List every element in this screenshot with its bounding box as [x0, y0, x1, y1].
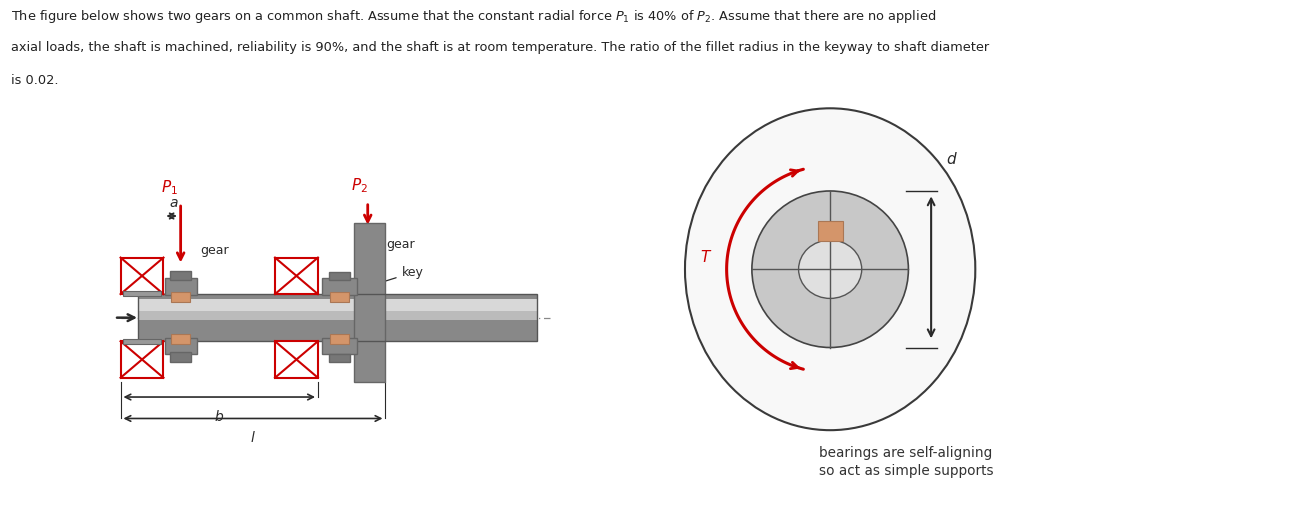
Bar	[164, 338, 197, 354]
Text: $T$: $T$	[700, 248, 712, 265]
Bar	[322, 278, 356, 295]
Bar	[171, 271, 191, 280]
Text: gear: gear	[200, 244, 229, 257]
Bar	[330, 334, 350, 344]
Bar	[355, 224, 385, 382]
Bar	[171, 352, 191, 362]
Text: gear: gear	[386, 238, 415, 251]
Text: $d$: $d$	[946, 151, 958, 168]
Ellipse shape	[799, 240, 862, 298]
Bar	[171, 293, 191, 302]
Bar	[275, 258, 318, 294]
Text: $l$: $l$	[250, 430, 256, 446]
Bar	[275, 341, 318, 378]
Ellipse shape	[685, 108, 975, 430]
Bar	[138, 294, 536, 341]
Bar	[330, 293, 350, 302]
Text: $P_1$: $P_1$	[162, 178, 179, 197]
Text: $a$: $a$	[170, 196, 179, 210]
Bar	[164, 278, 197, 295]
Text: axial loads, the shaft is machined, reliability is 90%, and the shaft is at room: axial loads, the shaft is machined, reli…	[11, 41, 988, 54]
Bar	[121, 341, 163, 378]
Bar	[122, 339, 162, 344]
Bar	[322, 338, 356, 354]
Bar	[121, 258, 163, 294]
Text: The figure below shows two gears on a common shaft. Assume that the constant rad: The figure below shows two gears on a co…	[11, 8, 936, 24]
Circle shape	[752, 191, 908, 347]
Bar	[817, 221, 842, 241]
Text: bearings are self-aligning
so act as simple supports: bearings are self-aligning so act as sim…	[819, 446, 993, 479]
Bar	[328, 272, 350, 280]
Bar	[328, 354, 350, 362]
Text: is 0.02.: is 0.02.	[11, 74, 58, 87]
Text: key: key	[367, 266, 423, 288]
Bar	[138, 294, 536, 341]
Text: $P_2$: $P_2$	[351, 177, 368, 196]
Bar	[171, 334, 191, 344]
Bar	[138, 299, 536, 310]
Bar	[122, 291, 162, 296]
Bar	[138, 310, 536, 320]
Text: $b$: $b$	[214, 409, 225, 424]
